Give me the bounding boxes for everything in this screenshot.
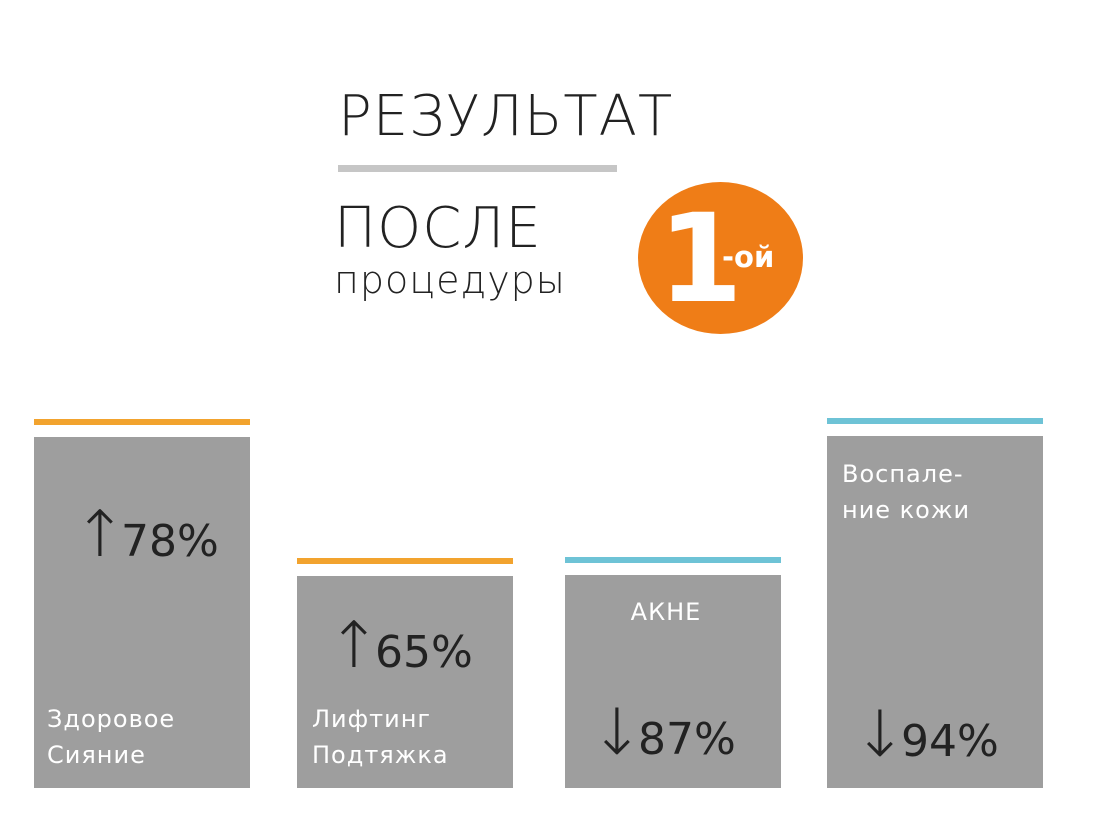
subtitle-line-1: ПОСЛЕ	[334, 196, 542, 261]
page-title: РЕЗУЛЬТАТ	[338, 84, 674, 149]
category-label: Подтяжка	[312, 741, 449, 769]
title-underline	[338, 165, 617, 172]
category-label: Сияние	[47, 741, 146, 769]
bar-top-line	[297, 558, 513, 564]
subtitle-line-2: процедуры	[334, 258, 566, 302]
arrow-down-icon: ↓	[853, 698, 907, 772]
category-label: Лифтинг	[312, 705, 431, 733]
bar	[34, 437, 250, 788]
category-label: Воспале-	[842, 460, 964, 488]
badge-number: 1	[658, 188, 743, 330]
category-label: АКНЕ	[631, 598, 702, 626]
data-label: 78%	[121, 516, 219, 567]
procedure-count-badge: 1 -ой	[638, 182, 803, 334]
arrow-up-icon: ↑	[327, 609, 381, 683]
data-label: 65%	[375, 627, 473, 678]
category-label: Здоровое	[47, 705, 175, 733]
badge-suffix: -ой	[722, 240, 775, 274]
category-label: ние кожи	[842, 496, 970, 524]
arrow-down-icon: ↓	[590, 696, 644, 770]
bar-top-line	[34, 419, 250, 425]
bar	[565, 575, 781, 788]
bar	[297, 576, 513, 788]
data-label: 94%	[901, 716, 999, 767]
bar-top-line	[827, 418, 1043, 424]
arrow-up-icon: ↑	[73, 498, 127, 572]
data-label: 87%	[638, 714, 736, 765]
bar-top-line	[565, 557, 781, 563]
bar	[827, 436, 1043, 788]
